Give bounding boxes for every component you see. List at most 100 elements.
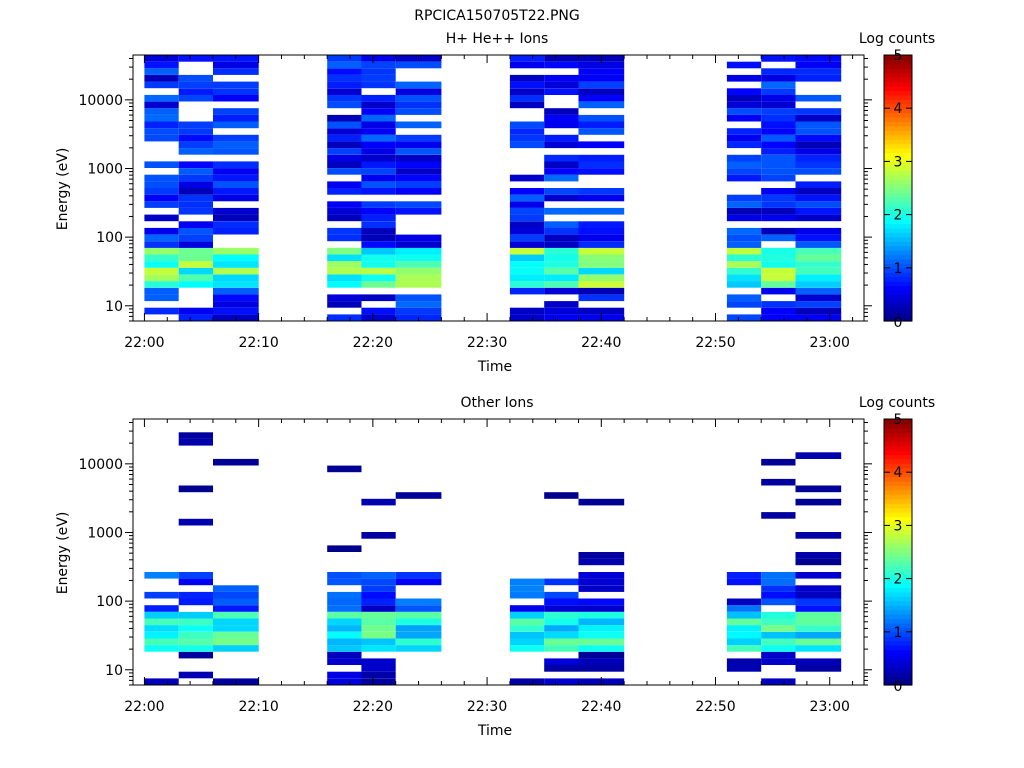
heatmap-cell	[761, 591, 796, 599]
panel-other-ions: Other Ions Log counts Time Energy (eV) 2…	[55, 395, 935, 739]
x-tick-label: 22:50	[695, 699, 735, 715]
colorbar-segment	[884, 583, 912, 589]
colorbar-tick-label: 3	[894, 518, 903, 534]
heatmap-cell	[178, 307, 213, 315]
heatmap-cell	[178, 128, 213, 135]
heatmap-cell	[395, 638, 442, 646]
y-tick-label: 1000	[87, 161, 123, 177]
heatmap-cell	[544, 678, 579, 685]
heatmap-cell	[509, 194, 545, 202]
heatmap-cell	[578, 241, 625, 248]
heatmap-cell	[361, 241, 396, 248]
heatmap-cell	[544, 287, 579, 295]
x-tick-label: 22:50	[695, 335, 735, 351]
heatmap-cell	[144, 631, 179, 639]
heatmap-cell	[795, 498, 842, 506]
heatmap-cell	[509, 227, 545, 235]
heatmap-cell	[578, 598, 625, 606]
heatmap-cell	[213, 181, 259, 188]
heatmap-cell	[578, 61, 625, 69]
heatmap-cell	[361, 81, 396, 89]
colorbar-segment	[884, 636, 912, 642]
colorbar-segment	[884, 227, 912, 233]
heatmap-cell	[544, 55, 579, 62]
heatmap-cell	[178, 572, 213, 579]
heatmap-cell	[578, 618, 625, 626]
colorbar-frame	[883, 54, 913, 322]
heatmap-cell	[726, 645, 762, 652]
heatmap-cell	[327, 227, 362, 235]
heatmap-cell	[178, 598, 213, 606]
heatmap-cell	[578, 558, 625, 566]
heatmap-cell	[726, 108, 762, 115]
colorbar-segment	[884, 441, 912, 447]
colorbar-segment	[884, 219, 912, 225]
heatmap-cell	[578, 638, 625, 646]
colorbar-tick-label: 3	[894, 154, 903, 170]
heatmap-cell	[795, 168, 842, 175]
x-tick-label: 22:00	[124, 699, 164, 715]
heatmap-cell	[178, 651, 213, 659]
heatmap-cell	[578, 121, 625, 129]
heatmap-cell	[144, 605, 179, 612]
heatmap-cell	[361, 254, 396, 262]
heatmap-cell	[578, 625, 625, 632]
heatmap-cell	[509, 254, 545, 262]
heatmap-cell	[795, 625, 842, 632]
heatmap-cell	[213, 281, 259, 288]
heatmap-cell	[544, 645, 579, 652]
heatmap-cell	[761, 128, 796, 135]
heatmap-cell	[213, 645, 259, 652]
heatmap-cell	[213, 254, 259, 262]
heatmap-cell	[761, 651, 796, 659]
heatmap-cell	[795, 241, 842, 248]
colorbar-segment	[884, 223, 912, 229]
heatmap-cell	[795, 552, 842, 559]
heatmap-cell	[761, 247, 796, 255]
heatmap-cell	[327, 94, 362, 102]
heatmap-cell	[178, 121, 213, 129]
colorbar-segment	[884, 125, 912, 131]
heatmap-cell	[578, 658, 625, 665]
heatmap-cell	[761, 134, 796, 142]
heatmap-cell	[213, 174, 259, 182]
colorbar-segment	[884, 210, 912, 216]
heatmap-cell	[509, 207, 545, 215]
heatmap-cell	[327, 161, 362, 168]
colorbar-segment	[884, 489, 912, 495]
colorbar-segment	[884, 547, 912, 553]
heatmap-cell	[509, 261, 545, 268]
heatmap-cell	[327, 638, 362, 646]
heatmap-cell	[361, 572, 396, 579]
colorbar-segment	[884, 525, 912, 531]
heatmap-cell	[178, 221, 213, 228]
x-tick-label: 22:10	[238, 335, 278, 351]
heatmap-cell	[578, 631, 625, 639]
colorbar-segment	[884, 476, 912, 482]
x-tick-label: 23:00	[810, 699, 850, 715]
colorbar-segment	[884, 507, 912, 513]
heatmap-cell	[578, 94, 625, 102]
heatmap-cell	[795, 532, 842, 539]
heatmap-cell	[795, 254, 842, 262]
heatmap-cell	[509, 247, 545, 255]
heatmap-cell	[361, 618, 396, 626]
heatmap-cell	[361, 307, 396, 315]
colorbar-segment	[884, 614, 912, 620]
heatmap-cell	[761, 458, 796, 466]
heatmap-cell	[213, 618, 259, 626]
heatmap-cell	[327, 61, 362, 69]
colorbar: 0 1 2 3 4 5	[883, 412, 913, 695]
heatmap-cell	[544, 578, 579, 586]
heatmap-cell	[178, 168, 213, 175]
heatmap-cell	[395, 294, 442, 302]
colorbar-segment	[884, 307, 912, 313]
heatmap-cell	[509, 221, 545, 228]
heatmap-cell	[578, 128, 625, 135]
colorbar-segment	[884, 130, 912, 136]
panel-title: H+ He++ Ions	[446, 31, 549, 47]
heatmap-cell	[178, 141, 213, 149]
colorbar-segment	[884, 423, 912, 429]
heatmap-cell	[761, 261, 796, 268]
colorbar-segment	[884, 503, 912, 509]
